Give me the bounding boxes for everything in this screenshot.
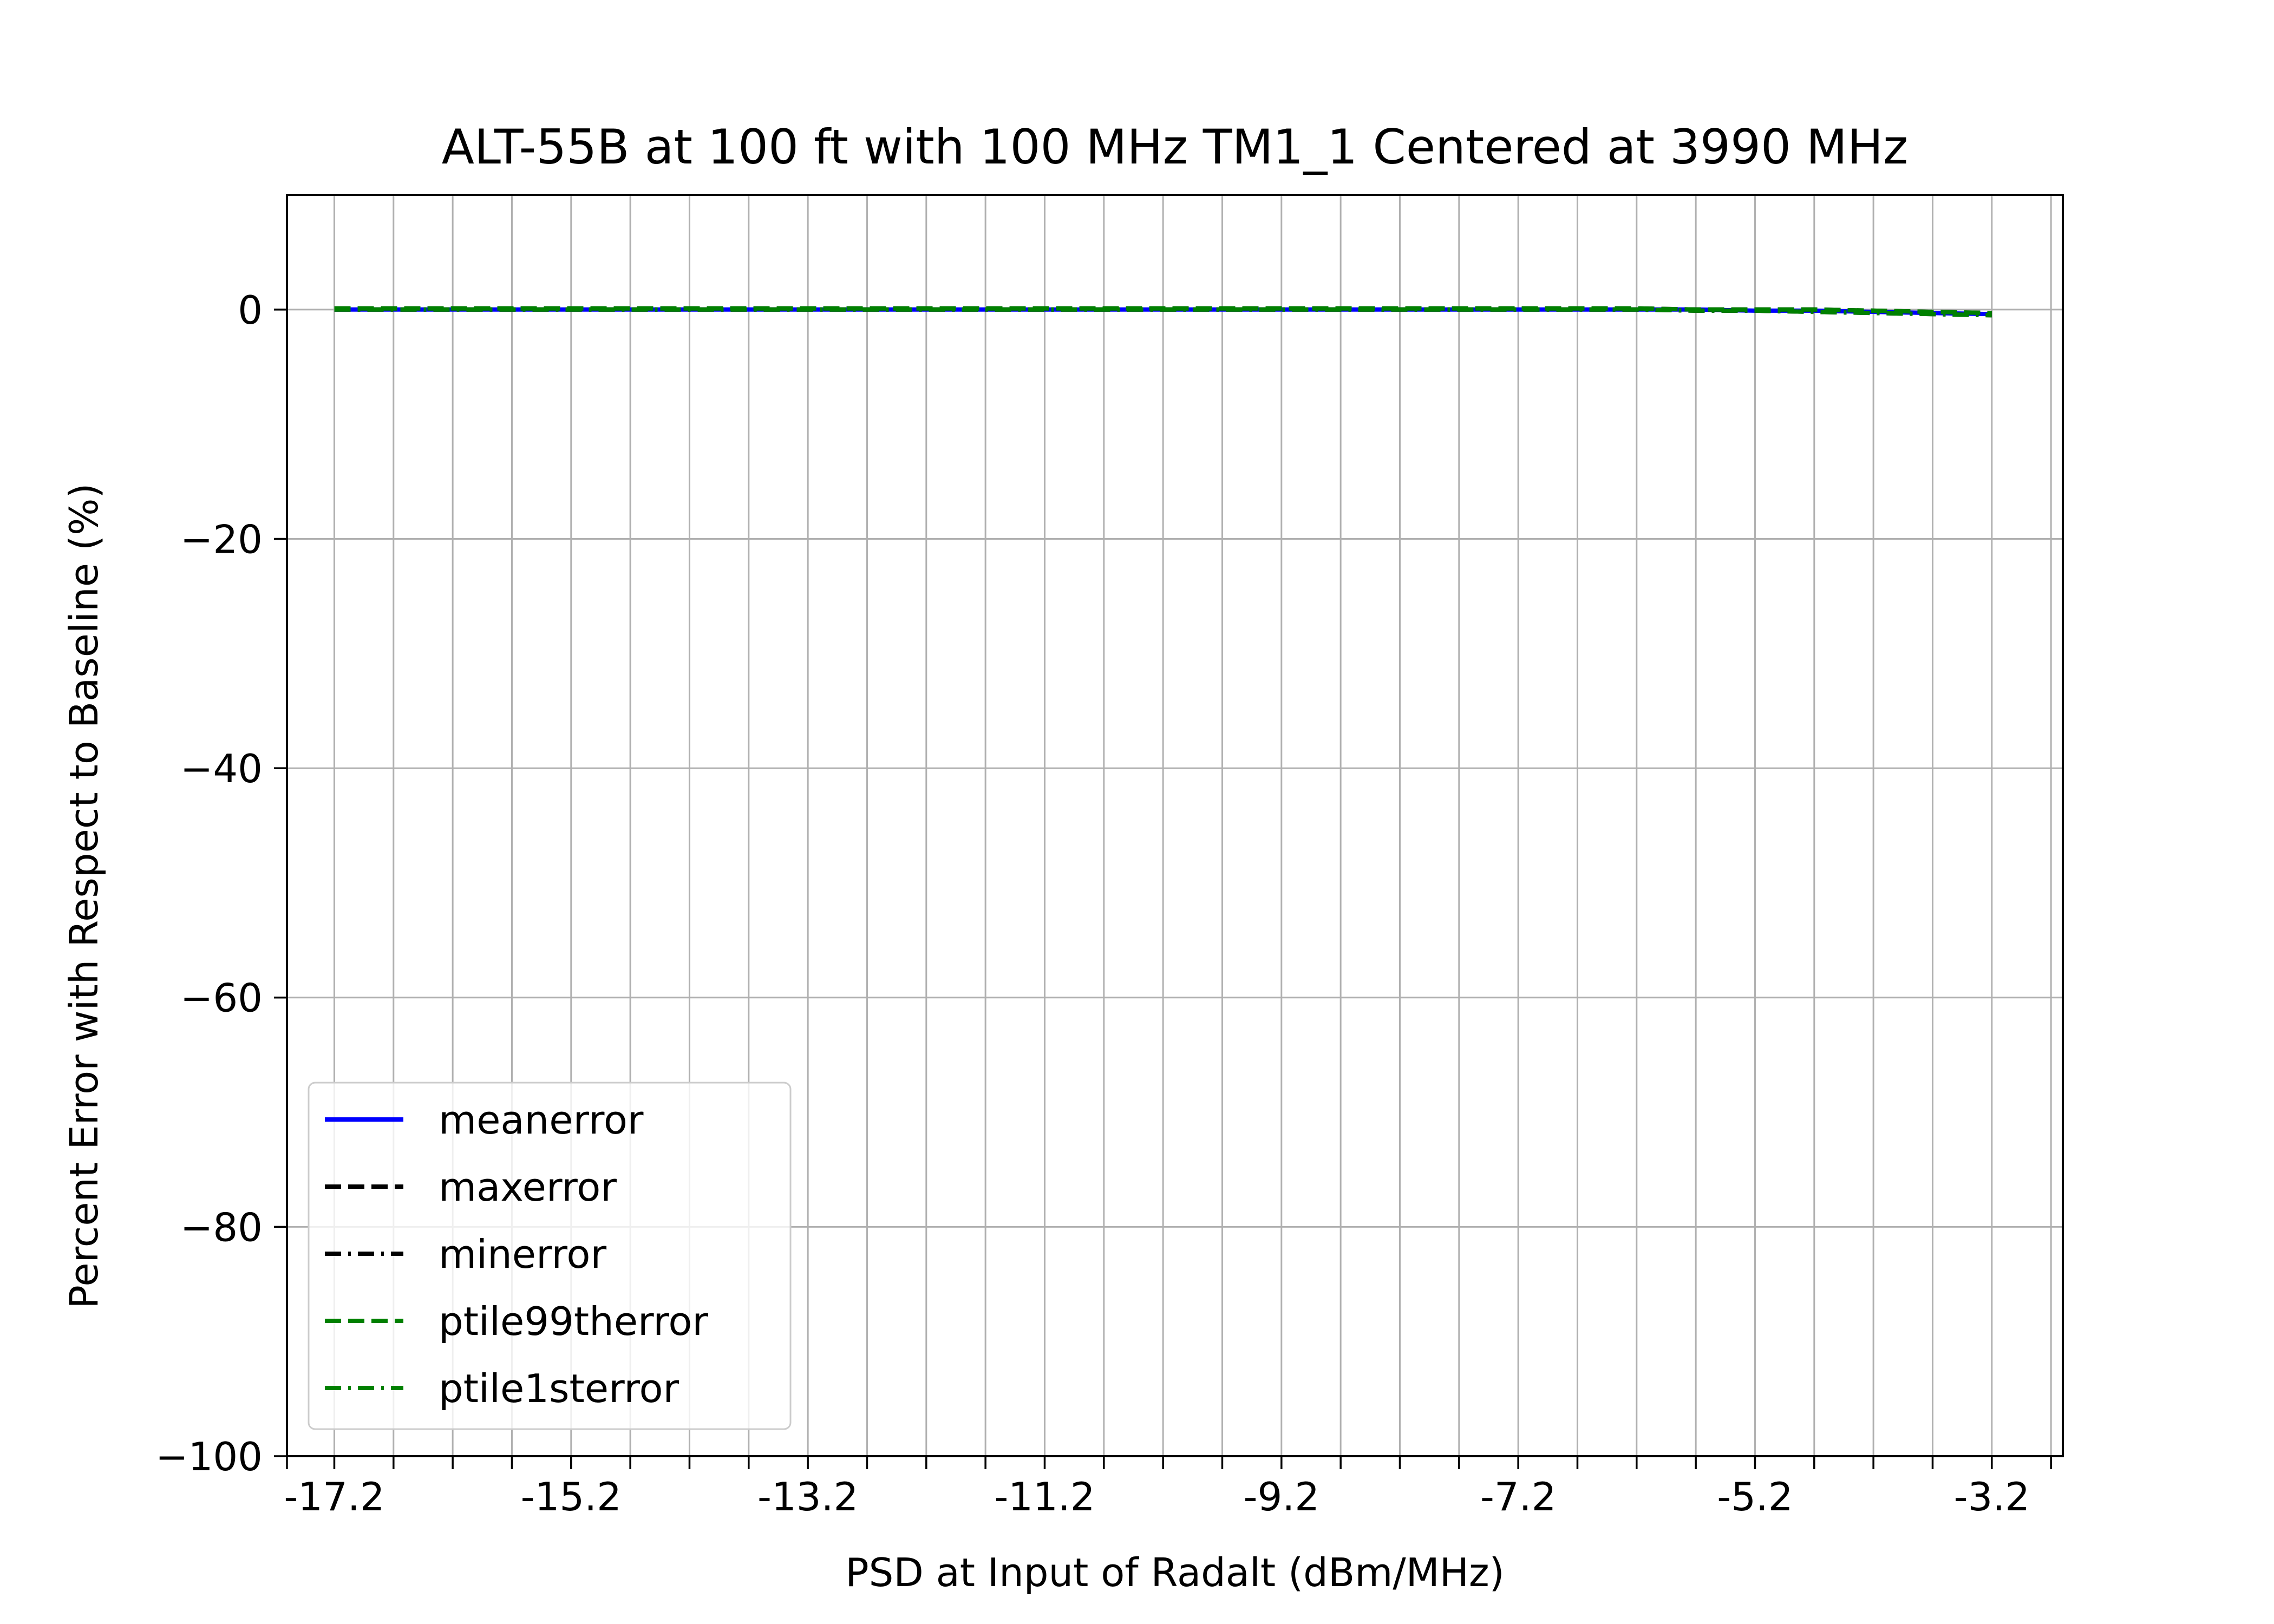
x-tick-label: -17.2 (284, 1474, 384, 1520)
x-tick-label: -11.2 (994, 1474, 1095, 1520)
x-tick-label: -5.2 (1717, 1474, 1793, 1520)
y-tick-label: −80 (180, 1204, 263, 1250)
legend-label: meanerror (439, 1097, 644, 1143)
y-tick-label: −20 (180, 516, 263, 562)
y-tick-label: −100 (155, 1434, 263, 1479)
y-tick-label: −60 (180, 975, 263, 1021)
x-tick-label: -13.2 (757, 1474, 858, 1520)
legend-label: minerror (439, 1232, 606, 1277)
chart-title: ALT-55B at 100 ft with 100 MHz TM1_1 Cen… (442, 119, 1908, 175)
legend-label: ptile99therror (439, 1299, 708, 1344)
x-tick-label: -7.2 (1480, 1474, 1556, 1520)
x-tick-label: -3.2 (1954, 1474, 2030, 1520)
x-axis-label: PSD at Input of Radalt (dBm/MHz) (845, 1550, 1505, 1595)
y-tick-label: −40 (180, 746, 263, 791)
y-axis-label: Percent Error with Respect to Baseline (… (61, 483, 107, 1308)
legend-label: maxerror (439, 1164, 617, 1210)
y-tick-label: 0 (238, 287, 263, 333)
x-tick-label: -9.2 (1244, 1474, 1319, 1520)
x-tick-label: -15.2 (521, 1474, 622, 1520)
legend: meanerror maxerror minerror ptile99therror p… (309, 1083, 790, 1429)
legend-label: ptile1sterror (439, 1366, 679, 1411)
